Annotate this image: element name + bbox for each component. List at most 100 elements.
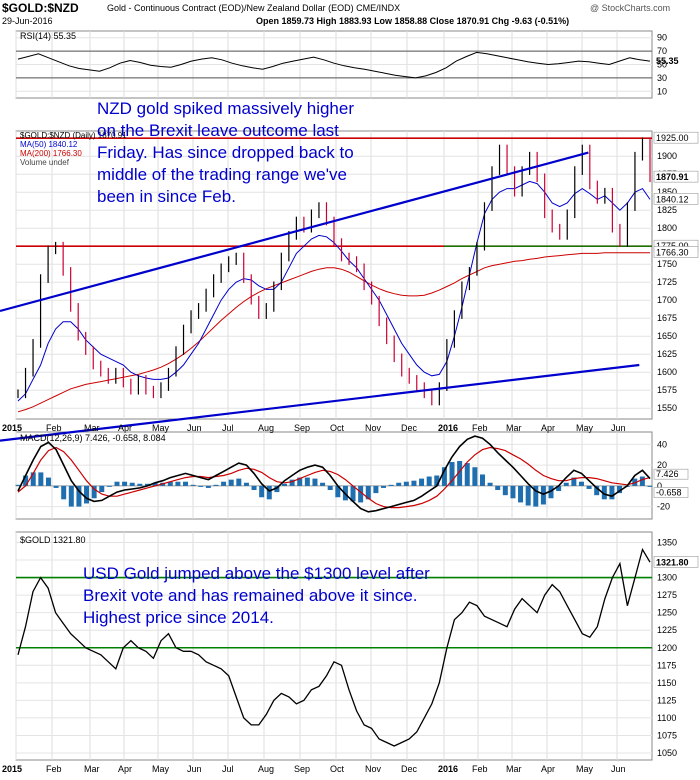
- macd-histogram-bar: [114, 481, 120, 486]
- current-value-box: [653, 170, 699, 183]
- x-tick-label: Oct: [330, 423, 345, 433]
- x-tick-label: Feb: [46, 423, 62, 433]
- macd-histogram-bar: [464, 463, 470, 486]
- x-tick-label: Aug: [258, 764, 274, 774]
- x-tick-label: Dec: [401, 423, 418, 433]
- x-tick-label: Aug: [258, 423, 274, 433]
- macd-histogram-bar: [419, 478, 425, 486]
- rsi-title: RSI(14) 55.35: [20, 31, 76, 41]
- macd-histogram-bar: [68, 485, 74, 507]
- macd-histogram-bar: [594, 485, 600, 496]
- macd-histogram-bar: [84, 485, 90, 504]
- macd-current-value: 7.426: [656, 469, 679, 479]
- macd-histogram-bar: [53, 485, 59, 488]
- macd-histogram-bar: [358, 485, 364, 503]
- y-tick-label: 1350: [657, 538, 677, 548]
- trendline: [0, 363, 640, 442]
- macd-histogram-bar: [449, 462, 455, 486]
- y-tick-label: 1725: [657, 277, 677, 287]
- macd-histogram-bar: [190, 484, 196, 486]
- macd-current-value: -0.658: [656, 488, 682, 498]
- nzd-annotation-line: on the Brexit leave outcome last: [97, 121, 339, 140]
- y-tick-label: 1700: [657, 295, 677, 305]
- usd-gold-line: [17, 547, 651, 747]
- macd-panel: [15, 431, 653, 520]
- nzd-annotation-line: been in since Feb.: [97, 187, 236, 206]
- x-tick-label: 2015: [2, 764, 22, 774]
- x-tick-label: Sep: [294, 764, 310, 774]
- macd-histogram-bar: [647, 485, 653, 487]
- macd-histogram-bar: [373, 485, 379, 494]
- usd-current-value: 1321.80: [656, 557, 689, 567]
- macd-histogram-bar: [441, 467, 447, 486]
- macd-histogram-bar: [335, 485, 341, 498]
- y-tick-label: 20: [657, 460, 667, 470]
- x-tick-label: Nov: [365, 764, 382, 774]
- y-tick-label: 1825: [657, 205, 677, 215]
- macd-histogram-bar: [152, 482, 158, 486]
- macd-histogram-bar: [487, 482, 493, 486]
- y-tick-label: 1175: [657, 660, 676, 670]
- legend-entry: MA(200) 1766.30: [20, 149, 82, 158]
- x-tick-label: 2015: [2, 423, 22, 433]
- macd-histogram-bar: [403, 481, 409, 486]
- macd-histogram-bar: [312, 478, 318, 486]
- macd-histogram-bar: [129, 482, 135, 486]
- macd-histogram-bar: [571, 477, 577, 486]
- macd-histogram-bar: [236, 478, 242, 486]
- current-value-box: [653, 556, 699, 568]
- y-tick-label: 1600: [657, 367, 677, 377]
- y-tick-label: 1900: [657, 151, 677, 161]
- current-value-label: 1766.30: [656, 247, 689, 257]
- x-tick-label: Mar: [84, 423, 100, 433]
- macd-histogram-bar: [175, 481, 181, 486]
- macd-histogram-bar: [274, 485, 280, 493]
- chart-description: Gold - Continuous Contract (EOD)/New Zea…: [107, 3, 401, 13]
- x-tick-label: Feb: [46, 764, 62, 774]
- macd-histogram-bar: [266, 485, 272, 500]
- macd-histogram-bar: [23, 475, 29, 486]
- current-value-label: 1840.12: [656, 194, 689, 204]
- y-tick-label: 1100: [657, 713, 676, 723]
- current-value-label: 1925.00: [656, 133, 689, 143]
- macd-histogram-bar: [289, 479, 295, 486]
- x-tick-label: Sep: [294, 423, 310, 433]
- macd-histogram-bar: [388, 484, 394, 486]
- macd-histogram-bar: [304, 477, 310, 486]
- x-tick-label: Oct: [330, 764, 345, 774]
- macd-histogram-bar: [586, 485, 592, 489]
- y-tick-label: 1575: [657, 385, 677, 395]
- usd-gold-panel: [15, 531, 653, 761]
- macd-histogram-bar: [411, 480, 417, 486]
- macd-histogram-bar: [540, 485, 546, 505]
- macd-histogram-bar: [76, 485, 82, 507]
- y-tick-label: 1200: [657, 643, 677, 653]
- x-tick-label: Mar: [506, 423, 522, 433]
- trendline: [0, 151, 589, 313]
- macd-histogram-bar: [548, 485, 554, 499]
- nzd-annotation: NZD gold spiked massively higher on the …: [97, 98, 427, 208]
- x-tick-label: May: [576, 423, 594, 433]
- nzd-annotation-line: NZD gold spiked massively higher: [97, 99, 354, 118]
- y-tick-label: 1125: [657, 695, 676, 705]
- y-tick-label: 1650: [657, 331, 677, 341]
- macd-histogram-bar: [91, 485, 97, 499]
- macd-histogram-bar: [137, 483, 143, 486]
- y-tick-label: 1300: [657, 573, 677, 583]
- legend-entry: MA(50) 1840.12: [20, 140, 78, 149]
- macd-histogram-bar: [639, 476, 645, 486]
- y-tick-label: 1675: [657, 313, 677, 323]
- macd-histogram-bar: [45, 477, 51, 486]
- macd-histogram-bar: [243, 482, 249, 486]
- macd-histogram-bar: [297, 477, 303, 486]
- rsi-line: [17, 51, 651, 79]
- macd-histogram-bar: [228, 479, 234, 486]
- x-tick-label: Apr: [118, 423, 132, 433]
- current-value-box: [653, 193, 699, 205]
- x-tick-label: Jun: [187, 423, 202, 433]
- macd-histogram-bar: [327, 485, 333, 490]
- macd-histogram-bar: [282, 483, 288, 486]
- macd-histogram-bar: [198, 485, 204, 487]
- macd-histogram-bar: [221, 481, 227, 486]
